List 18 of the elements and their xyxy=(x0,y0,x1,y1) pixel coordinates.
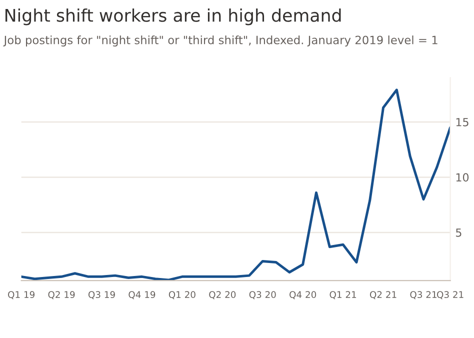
line-series xyxy=(21,88,450,281)
y-tick-label: 5 xyxy=(456,228,462,237)
y-tick-label: 10 xyxy=(456,173,469,182)
x-tick-label: Q2 19 xyxy=(48,291,75,300)
x-tick-label: Q3 19 xyxy=(88,291,115,300)
y-tick-label: 15 xyxy=(456,118,468,126)
chart-subtitle: Job postings for "night shift" or "third shift", Indexed. January 2019 level = 1 xyxy=(3,35,438,47)
x-tick-label: Q1 20 xyxy=(168,291,196,300)
chart-title: Night shift workers are in high demand xyxy=(5,8,341,26)
x-tick-label: Q2 20 xyxy=(209,291,236,300)
x-tick-label: Q4 20 xyxy=(290,291,316,300)
x-tick-label: Q3 21 xyxy=(410,291,436,300)
x-tick-label: Q1 19 xyxy=(8,291,34,300)
x-tick-label: Q3 21 xyxy=(437,291,464,300)
x-tick-label: Q2 21 xyxy=(370,291,396,300)
x-tick-label: Q1 21 xyxy=(330,291,356,300)
x-tick-label: Q4 19 xyxy=(128,291,156,300)
x-tick-label: Q3 20 xyxy=(249,291,276,300)
